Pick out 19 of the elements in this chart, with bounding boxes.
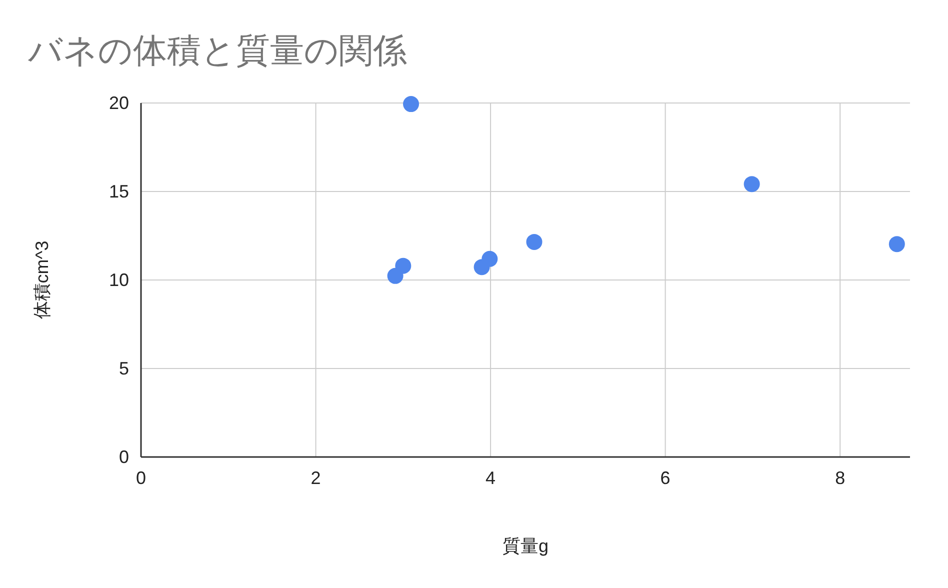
y-tick-label: 15 xyxy=(108,182,129,202)
x-tick-label: 2 xyxy=(310,468,321,488)
chart-title: バネの体積と質量の関係 xyxy=(27,32,407,70)
y-tick-label: 0 xyxy=(118,447,129,467)
point xyxy=(403,96,420,112)
y-tick-label: 5 xyxy=(118,358,129,378)
x-tick-label: 4 xyxy=(486,468,496,488)
point xyxy=(395,258,412,274)
point xyxy=(526,234,542,250)
point xyxy=(482,250,498,267)
y-tick-label: 20 xyxy=(108,93,129,113)
x-tick-label: 6 xyxy=(660,468,670,488)
point xyxy=(744,176,760,192)
x-tick-label: 0 xyxy=(136,468,146,488)
y-axis-title: 体積cm^3 xyxy=(32,240,52,320)
point xyxy=(888,236,905,252)
x-axis-title: 質量g xyxy=(502,536,549,556)
x-tick-label: 8 xyxy=(835,468,846,488)
y-tick-label: 10 xyxy=(108,270,129,290)
